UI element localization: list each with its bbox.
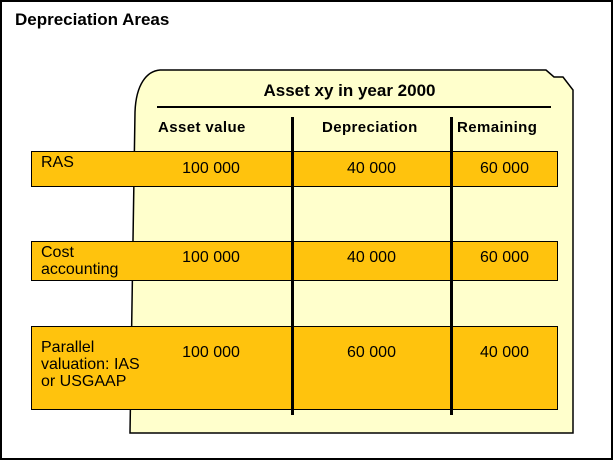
column-header-depreciation: Depreciation: [322, 119, 418, 136]
value-cell-depreciation: 60 000: [347, 344, 396, 361]
row-label: Cost accounting: [41, 244, 119, 278]
column-header-asset-value: Asset value: [158, 119, 246, 136]
column-header-remaining: Remaining: [457, 119, 538, 136]
value-cell-asset-value: 100 000: [182, 344, 240, 361]
column-divider-1: [291, 117, 294, 415]
sheet-title: Asset xy in year 2000: [263, 81, 436, 100]
column-divider-2: [450, 117, 453, 415]
sheet-title-underline: [157, 106, 551, 108]
row-label: RAS: [41, 154, 74, 171]
row-bar-parallel-valuation: Parallel valuation: IAS or USGAAP 100 00…: [31, 326, 558, 410]
value-cell-asset-value: 100 000: [182, 160, 240, 177]
row-bar-cost-accounting: Cost accounting 100 000 40 000 60 000: [31, 241, 558, 281]
row-label: Parallel valuation: IAS or USGAAP: [41, 339, 140, 390]
value-cell-asset-value: 100 000: [182, 249, 240, 266]
value-cell-remaining: 60 000: [480, 249, 529, 266]
row-bar-ras: RAS 100 000 40 000 60 000: [31, 151, 558, 187]
value-cell-depreciation: 40 000: [347, 160, 396, 177]
value-cell-remaining: 40 000: [480, 344, 529, 361]
value-cell-remaining: 60 000: [480, 160, 529, 177]
value-cell-depreciation: 40 000: [347, 249, 396, 266]
page-title: Depreciation Areas: [15, 10, 170, 29]
